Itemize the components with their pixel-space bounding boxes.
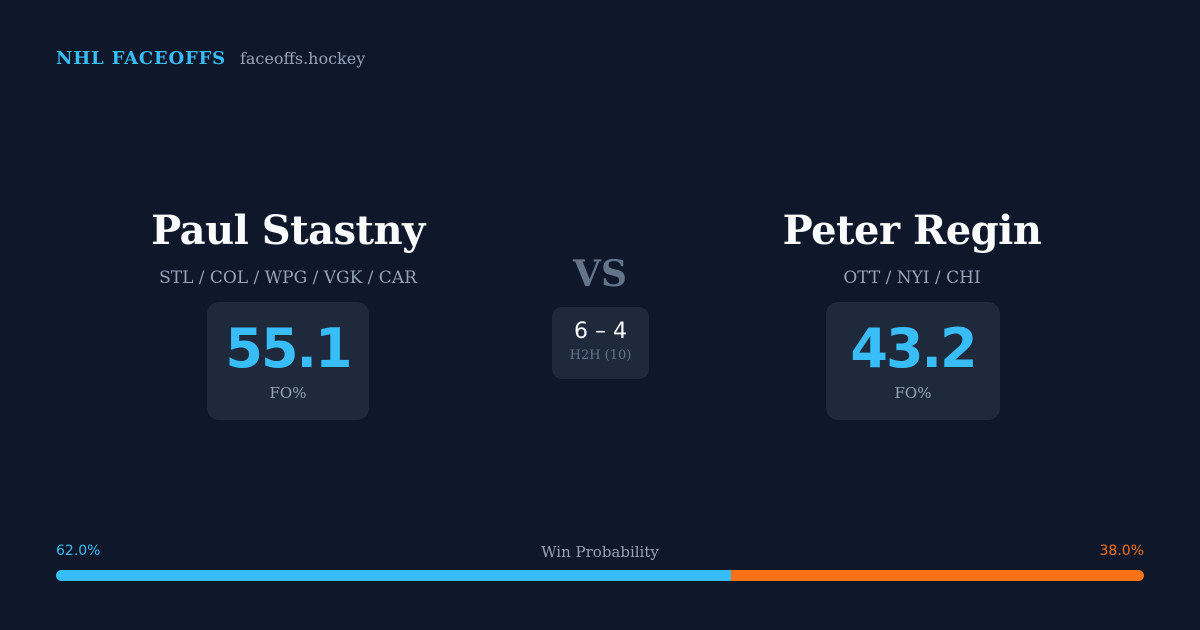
player-left-teams: STL / COL / WPG / VGK / CAR — [159, 268, 417, 288]
player-left-name: Paul Stastny — [151, 207, 425, 254]
head-to-head-card: 6 – 4 H2H (10) — [552, 307, 649, 379]
player-right-teams: OTT / NYI / CHI — [843, 268, 981, 288]
head-to-head-label: H2H (10) — [569, 348, 632, 363]
win-probability-left-pct: 62.0% — [56, 543, 101, 559]
player-right-fo-label: FO% — [894, 384, 932, 402]
player-left: Paul Stastny STL / COL / WPG / VGK / CAR — [88, 207, 488, 289]
win-probability-label: Win Probability — [541, 543, 659, 561]
brand-site: faceoffs.hockey — [239, 49, 366, 68]
head-to-head-score: 6 – 4 — [574, 319, 627, 344]
player-left-fo-value: 55.1 — [225, 317, 352, 380]
player-right: Peter Regin OTT / NYI / CHI — [712, 207, 1112, 289]
win-probability-right-pct: 38.0% — [1099, 543, 1144, 559]
win-probability-bar — [56, 570, 1144, 581]
win-probability-left-fill — [56, 570, 731, 581]
win-probability-right-fill — [730, 570, 1144, 581]
player-left-fo-label: FO% — [269, 384, 307, 402]
player-right-fo-value: 43.2 — [850, 317, 977, 380]
player-left-fo-card: 55.1 FO% — [207, 302, 369, 420]
player-right-fo-card: 43.2 FO% — [826, 302, 1000, 420]
versus-label: VS — [573, 253, 627, 295]
brand-title: NHL FACEOFFS — [56, 48, 226, 69]
win-probability-labels: 62.0% Win Probability 38.0% — [56, 543, 1144, 563]
brand-header: NHL FACEOFFS faceoffs.hockey — [56, 48, 365, 69]
player-right-name: Peter Regin — [782, 207, 1042, 254]
